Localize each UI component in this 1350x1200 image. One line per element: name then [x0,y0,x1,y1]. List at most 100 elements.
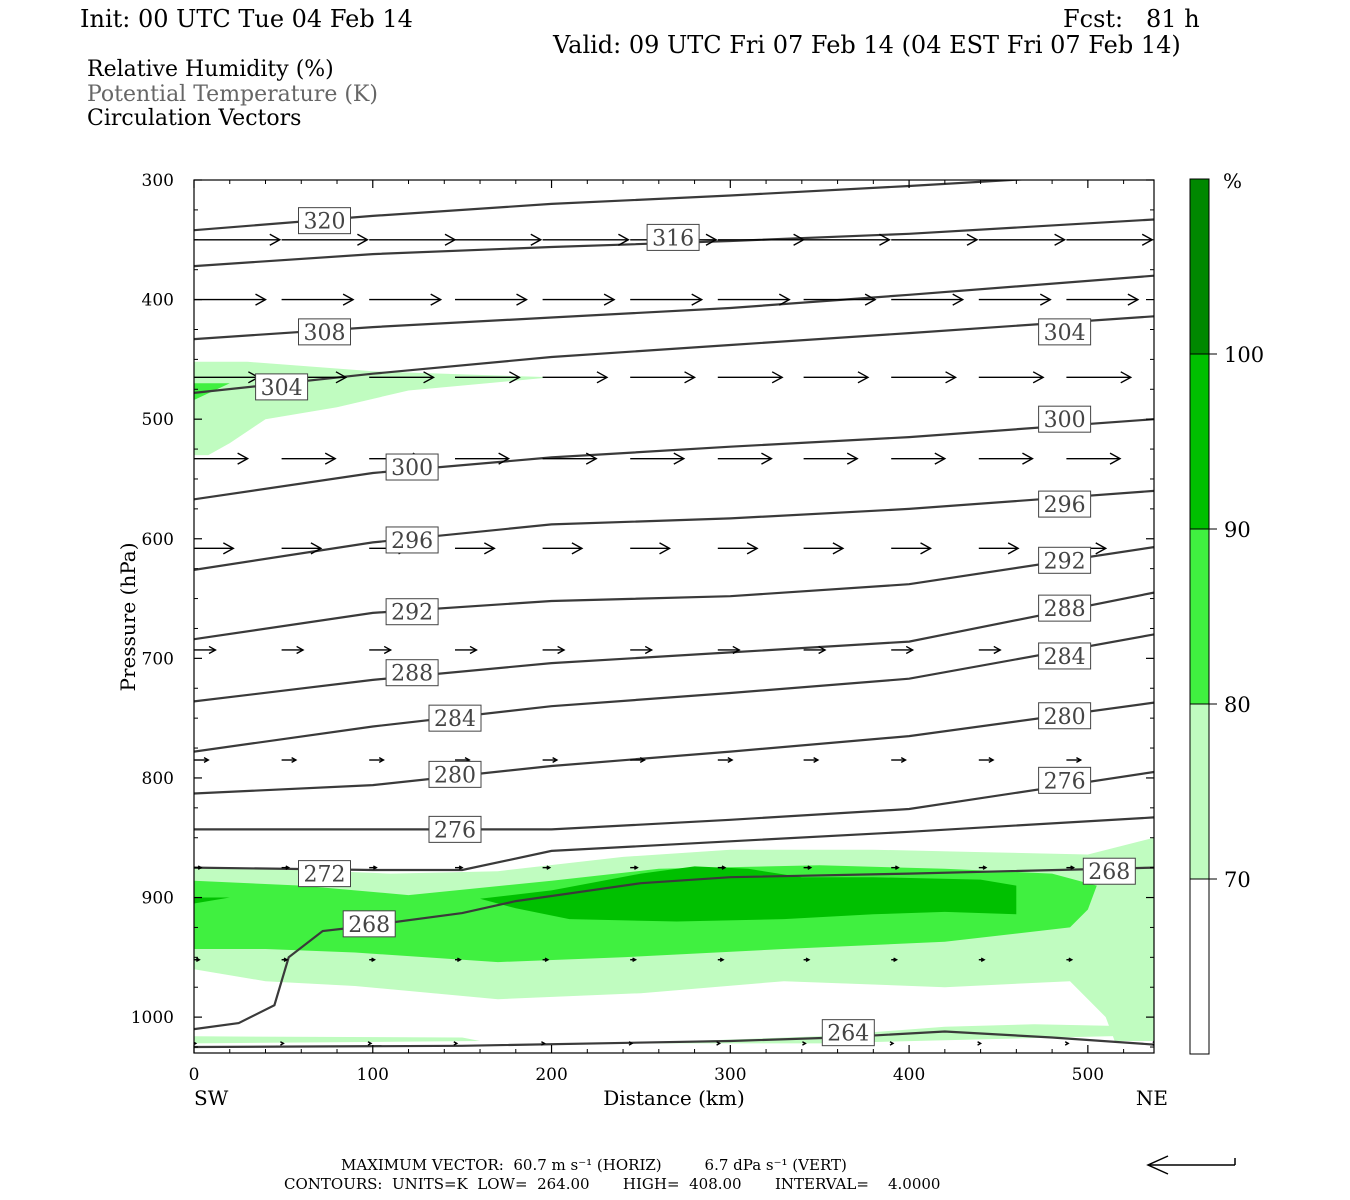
vector-arrow [194,957,201,962]
vector-arrow [1154,866,1161,869]
theta-label-text: 284 [434,707,476,732]
x-tick-label: 500 [1072,1065,1104,1085]
vector-arrow [541,1041,546,1046]
theta-label-text: 296 [391,529,433,554]
vector-arrow [1066,452,1122,465]
vector-arrow [978,293,1052,306]
vector-arrow [1154,958,1159,961]
vector-arrow [803,371,870,384]
vector-arrow [803,757,820,763]
theta-label: 316 [646,223,700,251]
theta-label-text: 304 [1044,321,1086,346]
theta-label: 296 [385,526,439,554]
vector-arrow [891,452,947,465]
colorbar-swatch [1190,879,1209,1054]
theta-contour-316 [194,218,1154,268]
theta-label-text: 276 [1044,769,1086,794]
theta-label-text: 292 [1044,549,1086,574]
colorbar-unit: % [1223,169,1242,193]
theta-label-text: 268 [1088,860,1130,885]
vector-arrow [455,645,478,655]
vector-arrow [542,865,552,870]
theta-label-text: 296 [1044,493,1086,518]
vector-arrow [1154,543,1193,554]
vector-arrow [630,865,639,870]
vector-arrow [542,233,630,246]
vector-arrow [281,452,337,465]
vector-arrow [281,957,289,962]
theta-contour-300 [194,418,1154,501]
axes: Pressure (hPa) Distance (km) SW NE 300 40… [116,171,1168,1110]
vector-arrow [455,865,464,870]
theta-label: 280 [1038,702,1092,730]
vector-arrow [194,542,235,555]
field-rh: Relative Humidity (%) [87,57,334,82]
vector-arrow [891,233,979,246]
rh-region-90 [480,866,1017,922]
vector-arrow [717,957,725,962]
vector-arrow [194,452,250,465]
vector-arrow [369,757,385,763]
vector-arrow [803,233,891,246]
vector-arrow [978,757,995,763]
vector-arrow [542,452,598,465]
colorbar-label: 80 [1224,693,1251,717]
theta-label-text: 320 [304,210,346,235]
contours-line: CONTOURS: UNITS=K LOW= 264.00 HIGH= 408.… [284,1175,941,1193]
theta-label: 304 [255,373,309,401]
plot-frame [193,179,1155,1054]
vector-arrow [717,452,773,465]
valid-time: Valid: 09 UTC Fri 07 Feb 14 (04 EST Fri … [553,31,1181,59]
vector-arrow [978,645,1002,655]
vector-arrow [542,371,609,384]
vector-arrow [1064,1041,1070,1046]
vector-arrow [1066,957,1074,962]
colorbar-label: 70 [1224,868,1251,892]
theta-label: 296 [1038,490,1092,518]
theta-label: 320 [298,207,352,235]
y-tick-label: 700 [142,649,174,669]
vector-arrow [717,233,806,246]
vector-arrow [280,1041,285,1046]
vector-arrow [630,645,654,655]
vector-arrow [891,542,932,555]
x-tick-label: 400 [893,1065,925,1085]
vector-arrow [542,757,559,763]
theta-label-text: 268 [348,913,390,938]
vector-arrow [281,542,323,555]
vector-arrow [803,865,813,870]
vector-arrow [369,233,457,246]
init-time: Init: 00 UTC Tue 04 Feb 14 [80,5,413,33]
y-tick-label: 500 [142,410,174,430]
theta-contour-292 [194,546,1154,641]
y-tick-label: 300 [142,171,174,191]
x-tick-label: 300 [714,1065,746,1085]
field-vectors: Circulation Vectors [87,106,302,131]
theta-label-text: 264 [827,1022,869,1047]
vector-arrow [891,645,915,655]
vector-arrow [978,957,986,962]
y-tick-label: 600 [142,530,174,550]
vector-arrow [1066,865,1076,870]
vector-arrow [1154,758,1168,763]
theta-label-text: 316 [652,226,694,251]
theta-label: 276 [428,815,482,843]
colorbar-swatch [1190,179,1209,354]
vector-arrow [628,1041,634,1046]
vector-arrow [1066,757,1083,763]
vector-arrow [978,542,1020,555]
y-tick-label: 400 [142,291,174,311]
theta-label-text: 304 [261,376,303,401]
vector-arrow [455,542,496,555]
vector-arrow [542,293,616,306]
vector-arrow [542,645,566,655]
theta-label: 308 [298,318,352,346]
theta-label: 292 [1038,546,1092,574]
vector-arrow [891,865,900,870]
vector-arrow [717,645,741,655]
x-axis-title: Distance (km) [603,1086,745,1110]
x-tick-label: 100 [357,1065,389,1085]
vector-arrow [542,957,550,962]
